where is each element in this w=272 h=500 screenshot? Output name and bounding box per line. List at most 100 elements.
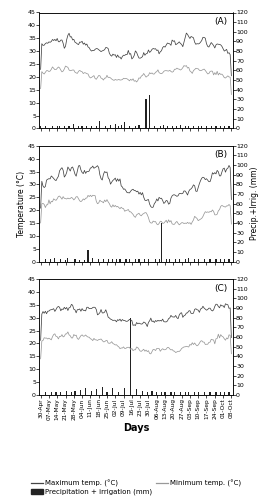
- Text: (C): (C): [215, 284, 228, 292]
- Bar: [51, 392, 52, 395]
- Bar: [91, 391, 92, 395]
- Bar: [198, 126, 199, 128]
- Bar: [65, 260, 66, 262]
- Bar: [211, 126, 212, 128]
- Bar: [167, 126, 168, 128]
- Bar: [106, 392, 107, 395]
- Bar: [147, 392, 148, 395]
- Bar: [161, 392, 162, 395]
- Bar: [163, 124, 165, 128]
- Bar: [124, 122, 125, 128]
- Bar: [220, 392, 221, 395]
- Bar: [176, 126, 177, 128]
- Bar: [188, 258, 189, 262]
- Bar: [175, 259, 176, 262]
- Bar: [91, 126, 92, 128]
- Bar: [194, 392, 195, 395]
- Bar: [152, 391, 153, 395]
- Bar: [124, 388, 125, 395]
- Bar: [116, 259, 117, 262]
- Bar: [224, 259, 225, 262]
- Bar: [220, 126, 221, 128]
- Bar: [129, 259, 130, 262]
- Bar: [185, 126, 186, 128]
- Bar: [138, 259, 140, 262]
- Bar: [129, 126, 130, 128]
- Bar: [228, 259, 230, 262]
- Bar: [64, 126, 65, 128]
- Bar: [69, 126, 70, 128]
- Legend: Maximum temp. (°C), Precipitation + irrigation (mm), Minimum temp. (°C): Maximum temp. (°C), Precipitation + irri…: [29, 478, 243, 496]
- Bar: [45, 126, 46, 128]
- Bar: [102, 388, 103, 395]
- Bar: [148, 259, 149, 262]
- Bar: [96, 389, 97, 395]
- Bar: [67, 258, 69, 262]
- Bar: [180, 392, 181, 395]
- Y-axis label: Precip.+Irrig. (mm): Precip.+Irrig. (mm): [250, 167, 259, 240]
- Text: (B): (B): [215, 150, 228, 160]
- Bar: [136, 389, 137, 395]
- Bar: [66, 391, 67, 395]
- Bar: [215, 392, 217, 395]
- Bar: [96, 126, 97, 128]
- Bar: [198, 392, 199, 395]
- Bar: [45, 259, 46, 262]
- X-axis label: Days: Days: [123, 423, 149, 433]
- Bar: [84, 260, 85, 262]
- Bar: [40, 126, 41, 128]
- Bar: [156, 392, 157, 395]
- Bar: [149, 94, 150, 128]
- Bar: [180, 124, 181, 128]
- Bar: [110, 124, 111, 128]
- Bar: [188, 126, 189, 128]
- Bar: [172, 126, 173, 128]
- Bar: [125, 259, 126, 262]
- Bar: [92, 258, 93, 262]
- Bar: [80, 390, 82, 395]
- Bar: [99, 120, 100, 128]
- Bar: [203, 259, 205, 262]
- Y-axis label: Temperature (°C): Temperature (°C): [17, 170, 26, 237]
- Bar: [57, 126, 58, 128]
- Bar: [159, 259, 160, 262]
- Bar: [209, 392, 211, 395]
- Bar: [179, 259, 180, 262]
- Bar: [120, 124, 122, 128]
- Bar: [209, 259, 211, 262]
- Bar: [130, 318, 131, 395]
- Bar: [166, 259, 167, 262]
- Bar: [165, 392, 166, 395]
- Bar: [60, 259, 61, 262]
- Bar: [86, 126, 87, 128]
- Bar: [59, 126, 60, 128]
- Bar: [73, 124, 74, 128]
- Bar: [119, 259, 120, 262]
- Bar: [185, 259, 186, 262]
- Bar: [54, 258, 55, 262]
- Bar: [174, 392, 175, 395]
- Bar: [215, 259, 217, 262]
- Bar: [118, 392, 119, 395]
- Bar: [224, 126, 225, 128]
- Bar: [198, 259, 199, 262]
- Bar: [146, 100, 147, 128]
- Text: (A): (A): [215, 17, 228, 26]
- Bar: [142, 391, 143, 395]
- Bar: [161, 223, 162, 262]
- Bar: [228, 126, 230, 128]
- Bar: [203, 392, 205, 395]
- Bar: [193, 126, 194, 128]
- Bar: [85, 388, 86, 395]
- Bar: [185, 392, 186, 395]
- Bar: [78, 126, 79, 128]
- Bar: [138, 124, 140, 128]
- Bar: [74, 259, 76, 262]
- Bar: [79, 260, 80, 262]
- Bar: [215, 126, 217, 128]
- Bar: [82, 126, 83, 128]
- Bar: [118, 126, 119, 128]
- Bar: [107, 259, 109, 262]
- Bar: [87, 250, 89, 262]
- Bar: [224, 392, 225, 395]
